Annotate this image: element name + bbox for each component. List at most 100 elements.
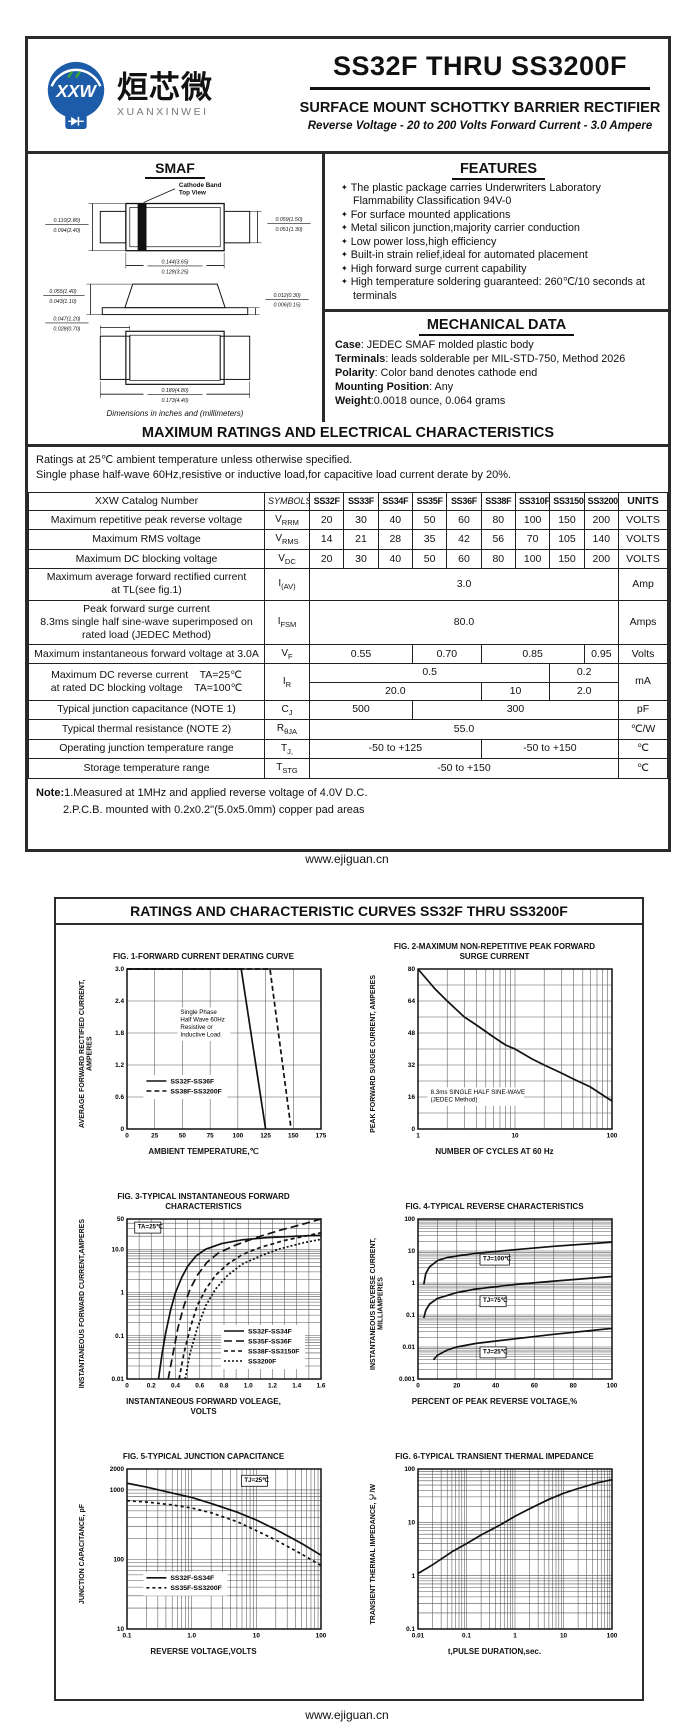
header: XXW 烜芯微 XUANXINWEI SS32F THRU SS3200F SU… bbox=[28, 39, 668, 154]
table-row: Maximum instantaneous forward voltage at… bbox=[28, 643, 668, 665]
table-header-row: XXW Catalog Number SYMBOLS SS32F SS33F SS34F… bbox=[28, 491, 668, 511]
dim-body-length-min: 0.128(3.25) bbox=[161, 269, 188, 275]
curve-SS35F-SS3200F bbox=[126, 1499, 321, 1567]
unit-cell: ℃/W bbox=[618, 719, 668, 740]
mech-data-line: Weight:0.0018 ounce, 0.064 grams bbox=[335, 395, 506, 408]
chart-annotation: TJ=25℃ bbox=[244, 1477, 269, 1484]
package-outline-drawing: Cathode Band Top View 0.110(2.80) 0.094(… bbox=[43, 182, 311, 404]
curve-TJ=100℃ bbox=[422, 1241, 612, 1285]
value-cell: 3.0 bbox=[309, 568, 619, 601]
table-row: 20.0 10 2.0 bbox=[29, 681, 668, 701]
dim-overall-length-min: 0.173(4.40) bbox=[161, 398, 188, 404]
note-line-2: 2.P.C.B. mounted with 0.2x0.2"(5.0x5.0mm… bbox=[63, 803, 365, 816]
svg-text:0: 0 bbox=[125, 1133, 129, 1140]
svg-text:25: 25 bbox=[151, 1133, 159, 1140]
y-axis-label: TRANSIENT THERMAL IMPEDANCE, ℃/W bbox=[369, 1483, 377, 1625]
datasheet-page-1: XXW 烜芯微 XUANXINWEI SS32F THRU SS3200F SU… bbox=[25, 36, 671, 852]
value-cell: 14 bbox=[308, 529, 345, 550]
curve-SS38F-SS3150F bbox=[177, 1231, 321, 1380]
chart-annotation: Single Phase bbox=[180, 1009, 217, 1016]
param-cell: Maximum instantaneous forward voltage at… bbox=[28, 643, 265, 665]
value-cell: 2.0 bbox=[549, 681, 619, 701]
title-block: SS32F THRU SS3200F SURFACE MOUNT SCHOTTK… bbox=[292, 39, 668, 151]
svg-text:0.1: 0.1 bbox=[462, 1633, 471, 1640]
unit-cell: Volts bbox=[618, 643, 668, 665]
svg-text:2.4: 2.4 bbox=[115, 998, 124, 1005]
part-number-header: SS34F bbox=[377, 491, 413, 511]
param-cell: Maximum RMS voltage bbox=[28, 529, 265, 550]
svg-text:0: 0 bbox=[411, 1126, 415, 1133]
figure-1-chart: 0 25 50 75 100 125 150 175 0 0.6 1.2 1.8 2.4 3.0 Singl… bbox=[115, 966, 327, 1140]
part-number-header: SS38F bbox=[480, 491, 516, 511]
bullet-icon: ✦ bbox=[341, 250, 348, 260]
svg-text:1: 1 bbox=[120, 1290, 124, 1297]
curve-SS32F-SS34F bbox=[157, 1234, 321, 1380]
figure-5: FIG. 5-TYPICAL JUNCTION CAPACITANCE JUNCT… bbox=[58, 1435, 349, 1685]
figure-4: FIG. 4-TYPICAL REVERSE CHARACTERISTICS IN… bbox=[349, 1185, 640, 1435]
svg-text:0.1: 0.1 bbox=[115, 1333, 124, 1340]
curves-title: RATINGS AND CHARACTERISTIC CURVES SS32F … bbox=[56, 899, 642, 925]
figure-1: FIG. 1-FORWARD CURRENT DERATING CURVE AVE… bbox=[58, 935, 349, 1185]
x-axis-label: REVERSE VOLTAGE,VOLTS bbox=[150, 1647, 257, 1656]
dim-standoff-min: 0.006(0.15) bbox=[273, 303, 300, 309]
table-row: Typical thermal resistance (NOTE 2) RθJA 5… bbox=[28, 719, 668, 740]
feature-item: ✦ For surface mounted applications bbox=[341, 208, 511, 221]
chart-annotation: TJ=75℃ bbox=[483, 1297, 508, 1304]
curve-SS3200F bbox=[183, 1238, 321, 1380]
value-cell: 50 bbox=[411, 509, 448, 531]
svg-text:10: 10 bbox=[407, 1520, 415, 1527]
value-cell: -50 to +150 bbox=[480, 738, 620, 760]
table-row: Typical junction capacitance (NOTE 1) CJ 5… bbox=[28, 699, 668, 721]
ratings-condition-1: Ratings at 25℃ ambient temperature unles… bbox=[36, 454, 353, 466]
curve-SS38F-SS3200F bbox=[126, 968, 292, 1130]
svg-text:0.6: 0.6 bbox=[115, 1094, 124, 1101]
symbol-cell: VRMS bbox=[264, 529, 310, 550]
curve-TJ=25℃ bbox=[432, 1327, 612, 1361]
value-cell: 0.5 bbox=[308, 663, 551, 683]
x-axis-label: INSTANTANEOUS FORWARD VOLEAGE, VOLTS bbox=[126, 1397, 281, 1417]
cathode-band bbox=[137, 203, 147, 251]
value-cell: 105 bbox=[549, 529, 585, 550]
svg-text:16: 16 bbox=[407, 1094, 415, 1101]
mechanical-data-section: MECHANICAL DATA Case: JEDEC SMAF molded … bbox=[325, 312, 668, 410]
dim-standoff-max: 0.012(0.30) bbox=[273, 293, 300, 299]
table-notes: Note:1.Measured at 1MHz and applied reve… bbox=[28, 779, 668, 825]
website-link-bottom[interactable]: www.ejiguan.cn bbox=[305, 1708, 389, 1722]
svg-text:XXW: XXW bbox=[55, 81, 97, 101]
svg-text:100: 100 bbox=[606, 1383, 617, 1390]
dim-lead-width-max: 0.059(1.50) bbox=[275, 217, 302, 223]
note-label: Note: bbox=[36, 786, 65, 799]
value-cell: -50 to +125 bbox=[309, 738, 482, 760]
x-axis-label: t,PULSE DURATION,sec. bbox=[447, 1647, 542, 1656]
svg-text:0.1: 0.1 bbox=[122, 1633, 131, 1640]
svg-text:20: 20 bbox=[453, 1383, 461, 1390]
svg-text:0.6: 0.6 bbox=[195, 1383, 204, 1390]
chart-annotation: Resistive or bbox=[180, 1024, 212, 1031]
value-cell: 300 bbox=[411, 699, 620, 721]
logo-chinese-name: 烜芯微 bbox=[117, 69, 213, 105]
svg-text:0.1: 0.1 bbox=[406, 1626, 415, 1633]
value-cell: -50 to +150 bbox=[309, 758, 619, 779]
svg-text:60: 60 bbox=[530, 1383, 538, 1390]
figure-4-chart: 0 20 40 60 80 100 0.001 0.01 0.1 1 10 100 TJ=100℃ TJ=… bbox=[399, 1216, 618, 1390]
table-row: Storage temperature range TSTG -50 to +150… bbox=[28, 758, 668, 779]
curve-SS32F-SS34F bbox=[126, 1482, 321, 1556]
datasheet-page-2: RATINGS AND CHARACTERISTIC CURVES SS32F … bbox=[54, 897, 644, 1701]
curve-SS35F-SS36F bbox=[166, 1218, 321, 1380]
bullet-icon: ✦ bbox=[341, 263, 348, 273]
param-cell: Typical junction capacitance (NOTE 1) bbox=[28, 699, 265, 721]
part-number-header: SS3200F bbox=[583, 491, 620, 511]
value-cell: 40 bbox=[377, 548, 413, 570]
svg-text:100: 100 bbox=[113, 1557, 124, 1564]
svg-text:10: 10 bbox=[559, 1633, 567, 1640]
chart-annotation: Inductive Load bbox=[180, 1031, 221, 1038]
svg-text:1000: 1000 bbox=[109, 1487, 124, 1494]
curve-surge bbox=[416, 968, 612, 1102]
svg-text:0.8: 0.8 bbox=[219, 1383, 228, 1390]
value-cell: 55.0 bbox=[309, 719, 619, 740]
website-link-top[interactable]: www.ejiguan.cn bbox=[305, 852, 389, 866]
unit-cell: Amps bbox=[618, 599, 668, 645]
svg-text:0.4: 0.4 bbox=[171, 1383, 180, 1390]
x-axis-label: AMBIENT TEMPERATURE,℃ bbox=[148, 1147, 259, 1156]
x-axis-label: NUMBER OF CYCLES AT 60 Hz bbox=[435, 1147, 554, 1156]
